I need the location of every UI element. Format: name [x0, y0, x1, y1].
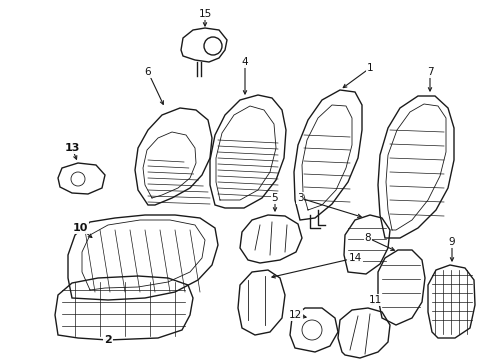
Text: 3: 3 — [296, 193, 303, 203]
Text: 5: 5 — [271, 193, 278, 203]
Text: 11: 11 — [368, 295, 382, 305]
Text: 4: 4 — [242, 57, 248, 67]
Text: 13: 13 — [64, 143, 80, 153]
Text: 6: 6 — [145, 67, 151, 77]
Text: 12: 12 — [289, 310, 302, 320]
Text: 10: 10 — [73, 223, 88, 233]
Text: 1: 1 — [367, 63, 373, 73]
Text: 2: 2 — [104, 335, 112, 345]
Text: 8: 8 — [365, 233, 371, 243]
Text: 7: 7 — [427, 67, 433, 77]
Text: 15: 15 — [198, 9, 212, 19]
Text: 14: 14 — [348, 253, 362, 263]
Text: 9: 9 — [449, 237, 455, 247]
